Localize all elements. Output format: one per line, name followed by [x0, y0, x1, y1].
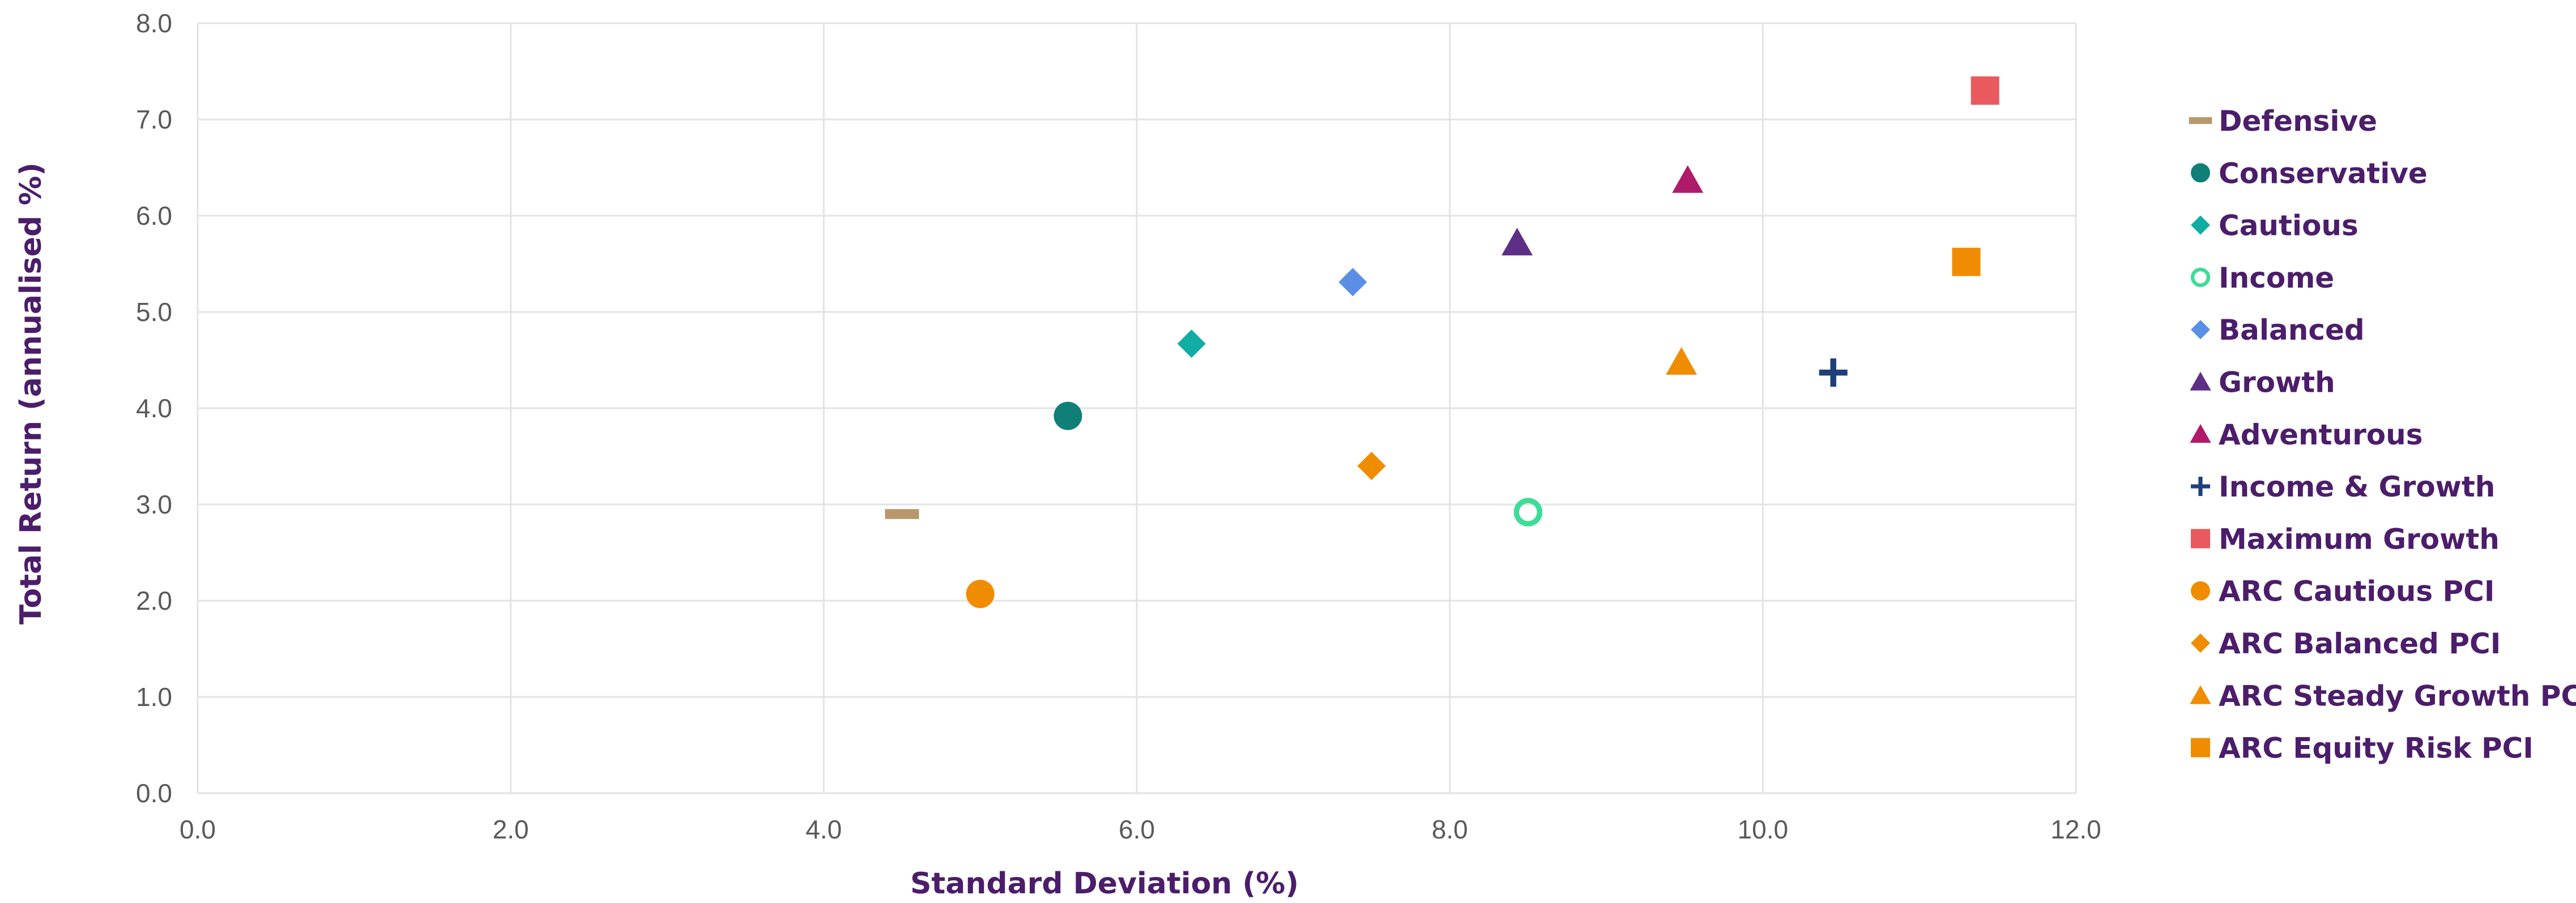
y-tick-label: 3.0	[136, 490, 172, 519]
legend-label: Defensive	[2219, 105, 2377, 138]
y-tick-label: 0.0	[136, 778, 172, 808]
legend-marker	[2189, 117, 2212, 124]
legend-label: Income	[2219, 262, 2334, 294]
data-point	[1513, 498, 1543, 527]
legend-marker	[2191, 163, 2210, 183]
x-tick-label: 6.0	[1119, 815, 1155, 844]
legend-marker	[2191, 634, 2210, 653]
data-point	[885, 509, 919, 519]
legend-marker	[2190, 685, 2211, 704]
data-point	[1501, 228, 1533, 256]
legend-marker	[2190, 423, 2211, 443]
x-tick-label: 4.0	[805, 815, 842, 844]
legend-marker	[2190, 267, 2211, 288]
y-tick-label: 8.0	[136, 8, 172, 38]
data-point	[1971, 76, 1999, 105]
legend-marker	[2191, 477, 2210, 497]
grid	[197, 22, 2077, 794]
data-point	[1054, 401, 1082, 430]
y-axis-title: Total Return (annualised %)	[14, 162, 48, 624]
legend-marker	[2190, 371, 2211, 391]
data-point	[1952, 247, 1981, 276]
data-point	[1338, 268, 1367, 297]
legend-marker	[2191, 738, 2210, 758]
legend-label: ARC Steady Growth PCI	[2219, 679, 2576, 712]
legend-marker	[2191, 215, 2210, 235]
legend-label: Cautious	[2219, 209, 2359, 242]
legend-marker	[2191, 320, 2210, 340]
legend-label: Conservative	[2219, 157, 2428, 190]
x-tick-label: 8.0	[1432, 815, 1468, 844]
y-tick-label: 6.0	[136, 201, 172, 230]
data-point	[1819, 358, 1848, 387]
data-point	[1672, 165, 1704, 193]
legend-marker	[2191, 529, 2210, 549]
data-point	[966, 580, 995, 609]
legend-label: Growth	[2219, 366, 2335, 399]
legend-label: Adventurous	[2219, 418, 2423, 451]
x-tick-label: 10.0	[1738, 815, 1789, 844]
tick-labels: 0.0 2.0 4.0 6.0 8.0 10.0 12.0 0.0 1.0 2.0 3.0 4.0 5.…	[136, 8, 2101, 844]
y-tick-label: 5.0	[136, 297, 172, 327]
y-tick-label: 7.0	[136, 105, 172, 134]
y-tick-label: 4.0	[136, 393, 172, 423]
x-tick-label: 0.0	[180, 815, 216, 844]
legend-label: Balanced	[2219, 314, 2365, 346]
data-point	[1357, 452, 1386, 480]
data-point	[1666, 347, 1698, 375]
legend-marker	[2191, 581, 2210, 601]
legend-label: ARC Equity Risk PCI	[2219, 732, 2534, 765]
data-points	[885, 76, 1999, 609]
y-tick-label: 2.0	[136, 586, 172, 615]
x-tick-label: 12.0	[2050, 815, 2101, 844]
legend-label: ARC Cautious PCI	[2219, 575, 2494, 608]
data-point	[1177, 329, 1206, 358]
legend-label: Income & Growth	[2219, 470, 2495, 503]
legend-label: Maximum Growth	[2219, 523, 2500, 555]
legend: Defensive Conservative Cautious Income Balan…	[2189, 105, 2576, 765]
legend-label: ARC Balanced PCI	[2219, 627, 2501, 660]
y-tick-label: 1.0	[136, 682, 172, 712]
x-tick-label: 2.0	[493, 815, 529, 844]
x-axis-title: Standard Deviation (%)	[910, 867, 1299, 901]
